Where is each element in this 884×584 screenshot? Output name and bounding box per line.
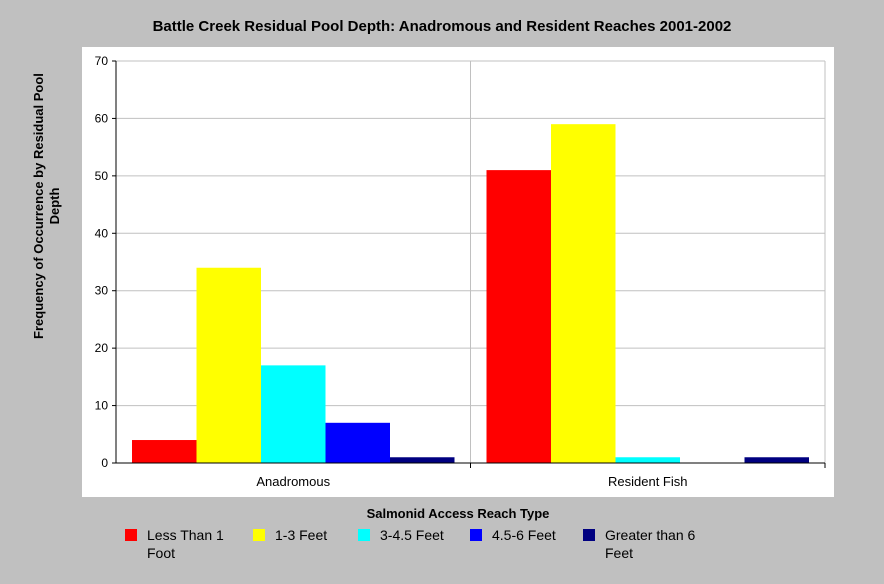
bar — [132, 440, 197, 463]
bar — [615, 457, 680, 463]
legend-swatch — [125, 529, 137, 541]
legend-label: Greater than 6 Feet — [605, 527, 696, 561]
legend-label: 1-3 Feet — [275, 527, 328, 543]
x-axis-title: Salmonid Access Reach Type — [366, 506, 550, 521]
y-axis-title: Frequency of Occurrence by Residual Pool… — [31, 73, 62, 339]
legend-swatch — [358, 529, 370, 541]
x-tick-label: Anadromous — [256, 474, 330, 489]
y-tick-label: 60 — [95, 111, 109, 125]
plot-panel: 0 10 20 30 40 50 60 70 Anadromous Resident Fish — [82, 47, 834, 497]
legend-label: 3-4.5 Feet — [380, 527, 444, 543]
y-tick-label: 0 — [101, 456, 108, 470]
axis-layer: 0 10 20 30 40 50 60 70 Anadromous Resident Fish — [95, 54, 826, 489]
legend-label: 4.5-6 Feet — [492, 527, 556, 543]
y-tick-label: 30 — [95, 284, 109, 298]
y-tick-label: 10 — [95, 399, 109, 413]
legend-swatch — [583, 529, 595, 541]
y-tick-label: 50 — [95, 169, 109, 183]
legend-swatch — [470, 529, 482, 541]
y-tick-label: 70 — [95, 54, 109, 68]
y-tick-label: 20 — [95, 341, 109, 355]
chart-svg: 0 10 20 30 40 50 60 70 Anadromous Resident Fish — [95, 54, 826, 489]
y-tick-label: 40 — [95, 226, 109, 240]
legend-label: Less Than 1 Foot — [147, 527, 224, 561]
chart-title: Battle Creek Residual Pool Depth: Anadro… — [152, 18, 732, 35]
bar — [390, 457, 455, 463]
bars-layer — [132, 124, 809, 464]
bar — [325, 422, 390, 463]
bar — [196, 267, 261, 463]
legend-swatch — [253, 529, 265, 541]
bar — [486, 170, 551, 463]
x-tick-label: Resident Fish — [608, 474, 687, 489]
bar — [551, 124, 616, 464]
bar — [744, 457, 809, 463]
bar — [261, 365, 326, 463]
